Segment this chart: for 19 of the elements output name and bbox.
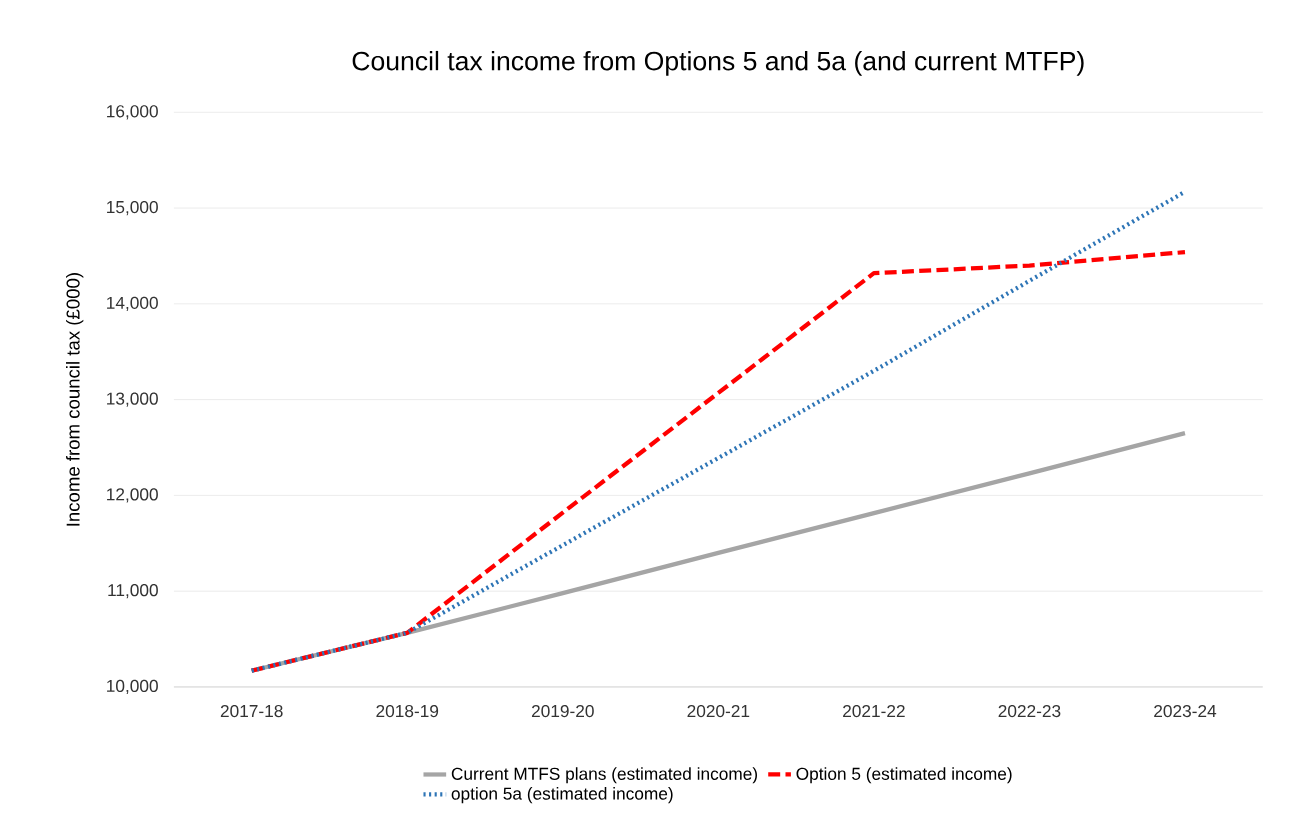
legend-label: Option 5 (estimated income) xyxy=(796,767,1012,784)
y-tick-label: 12,000 xyxy=(107,488,158,503)
x-tick-label: 2019-20 xyxy=(531,704,594,718)
x-tick-label: 2020-21 xyxy=(687,704,750,718)
y-tick-label: 13,000 xyxy=(107,392,158,407)
y-tick-label: 16,000 xyxy=(107,105,158,120)
y-tick-label: 10,000 xyxy=(107,679,158,694)
y-tick-label: 14,000 xyxy=(107,296,158,311)
legend-label: option 5a (estimated income) xyxy=(451,786,673,804)
chart-title: Council tax income from Options 5 and 5a (and current MTFP) xyxy=(352,50,1084,76)
x-tick-label: 2017-18 xyxy=(220,704,283,718)
y-axis-title: Income from council tax (£000) xyxy=(66,273,84,526)
x-tick-label: 2021-22 xyxy=(843,704,905,718)
y-tick-label: 15,000 xyxy=(107,200,158,216)
y-tick-label: 11,000 xyxy=(108,583,158,599)
legend-label: Current MTFS plans (estimated income) xyxy=(451,767,758,784)
x-tick-label: 2023-24 xyxy=(1154,704,1217,718)
x-tick-label: 2018-19 xyxy=(376,704,439,718)
x-tick-label: 2022-23 xyxy=(998,704,1061,718)
